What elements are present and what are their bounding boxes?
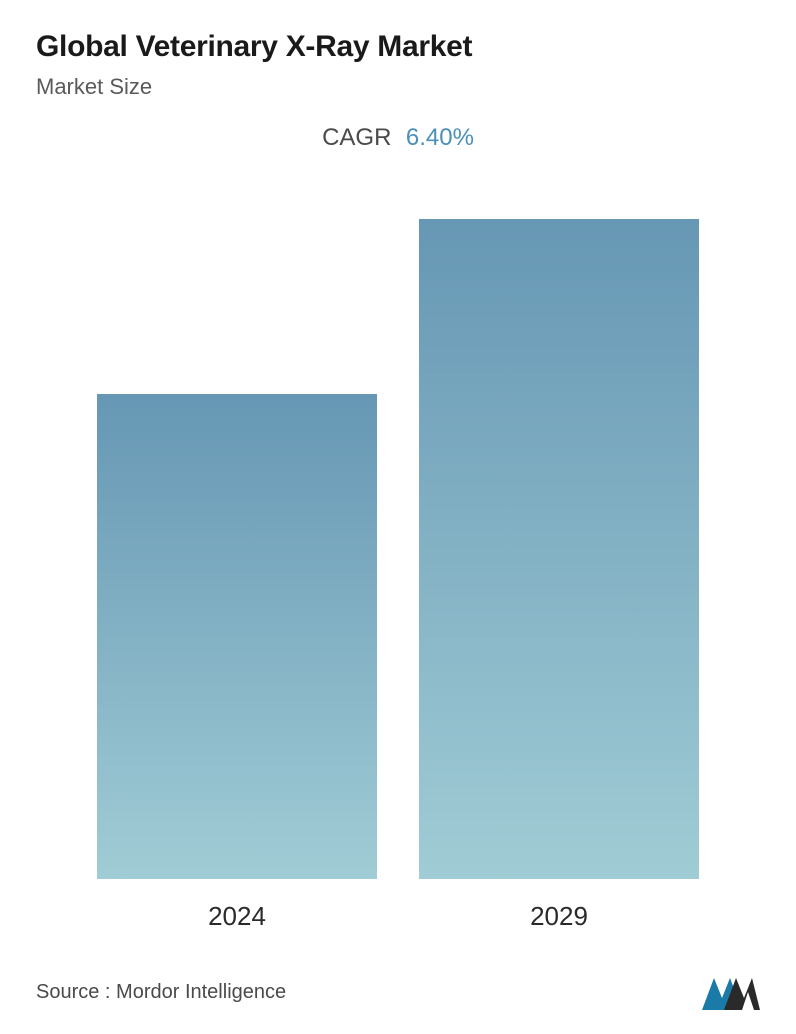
cagr-label: CAGR [322,124,391,151]
page-title: Global Veterinary X-Ray Market [36,30,760,64]
bar-1 [419,219,699,879]
page-subtitle: Market Size [36,74,760,100]
chart-area: 2024 2029 [36,212,760,932]
cagr-value: 6.40% [406,124,474,151]
bar-group-0: 2024 [97,394,377,932]
chart-container: Global Veterinary X-Ray Market Market Si… [0,0,796,1034]
footer: Source : Mordor Intelligence [36,962,760,1014]
bar-0 [97,394,377,879]
bar-group-1: 2029 [419,219,699,932]
bar-label-1: 2029 [530,901,588,932]
mordor-logo-icon [700,970,760,1014]
bar-label-0: 2024 [208,901,266,932]
cagr-row: CAGR 6.40% [36,124,760,152]
source-text: Source : Mordor Intelligence [36,981,286,1004]
